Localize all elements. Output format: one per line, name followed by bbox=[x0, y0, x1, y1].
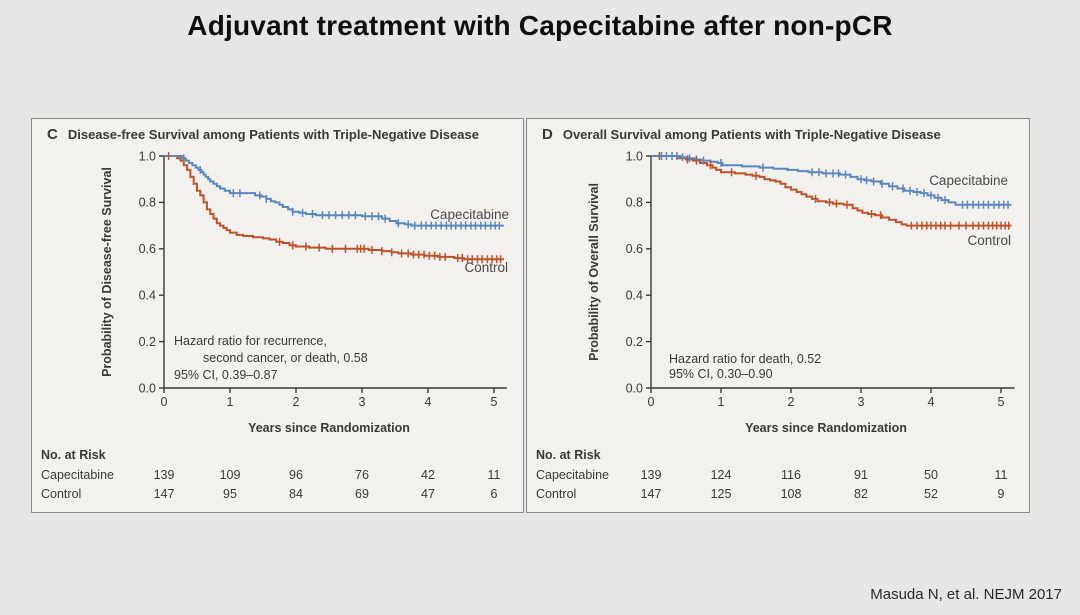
y-tick-label: 0.2 bbox=[139, 335, 156, 349]
risk-value: 84 bbox=[289, 487, 303, 501]
panel-d-letter: D bbox=[542, 126, 553, 143]
risk-value: 125 bbox=[711, 487, 732, 501]
y-tick-label: 1.0 bbox=[139, 149, 156, 163]
hazard-ratio-annotation-line: Hazard ratio for recurrence, bbox=[174, 334, 327, 348]
risk-value: 139 bbox=[154, 468, 175, 482]
slide-title: Adjuvant treatment with Capecitabine aft… bbox=[187, 10, 893, 41]
x-axis-title: Years since Randomization bbox=[248, 421, 410, 435]
risk-row-label: Capecitabine bbox=[41, 468, 114, 482]
risk-value: 124 bbox=[711, 468, 732, 482]
risk-row-label: Control bbox=[41, 487, 81, 501]
panel-disease-free-survival: C Disease-free Survival among Patients w… bbox=[31, 118, 524, 513]
y-tick-label: 0.8 bbox=[139, 196, 156, 210]
risk-value: 42 bbox=[421, 468, 435, 482]
x-tick-label: 2 bbox=[788, 395, 795, 409]
panel-c-header: C Disease-free Survival among Patients w… bbox=[32, 119, 523, 147]
panel-d-title: Overall Survival among Patients with Tri… bbox=[562, 127, 941, 142]
risk-value: 139 bbox=[641, 468, 662, 482]
risk-value: 82 bbox=[854, 487, 868, 501]
control-curve-label: Control bbox=[967, 233, 1011, 248]
risk-value: 6 bbox=[491, 487, 498, 501]
x-tick-label: 3 bbox=[359, 395, 366, 409]
control-curve bbox=[164, 155, 504, 261]
hazard-ratio-annotation-line: 95% CI, 0.30–0.90 bbox=[669, 367, 773, 381]
control-curve-label: Control bbox=[464, 260, 508, 275]
panel-overall-survival: D Overall Survival among Patients with T… bbox=[526, 118, 1030, 513]
hazard-ratio-annotation-line: Hazard ratio for death, 0.52 bbox=[669, 352, 821, 366]
hazard-ratio-annotation-line: 95% CI, 0.39–0.87 bbox=[174, 368, 278, 382]
risk-value: 147 bbox=[641, 487, 662, 501]
capecitabine-curve-label: Capecitabine bbox=[929, 173, 1008, 188]
risk-value: 108 bbox=[781, 487, 802, 501]
y-tick-label: 0.8 bbox=[626, 196, 643, 210]
x-tick-label: 4 bbox=[928, 395, 935, 409]
risk-value: 69 bbox=[355, 487, 369, 501]
control-curve bbox=[651, 155, 1012, 227]
risk-value: 147 bbox=[154, 487, 175, 501]
risk-table-heading: No. at Risk bbox=[41, 448, 106, 462]
risk-table: No. at Risk Capecitabine 139 124 116 91 50 11 Co… bbox=[536, 448, 1008, 501]
y-tick-label: 0.6 bbox=[626, 242, 643, 256]
x-tick-label: 3 bbox=[858, 395, 865, 409]
panel-c-title: Disease-free Survival among Patients wit… bbox=[67, 127, 479, 142]
y-tick-label: 0.2 bbox=[626, 335, 643, 349]
risk-value: 52 bbox=[924, 487, 938, 501]
y-axis-title: Probability of Disease-free Survival bbox=[100, 167, 114, 377]
x-tick-label: 5 bbox=[998, 395, 1005, 409]
y-tick-label: 0.4 bbox=[139, 289, 156, 303]
dfs-plot: 0.0 0.2 0.4 0.6 0.8 1.0 0 1 2 3 4 5 Probability of D… bbox=[41, 149, 509, 501]
risk-value: 116 bbox=[781, 468, 801, 482]
risk-value: 96 bbox=[289, 468, 303, 482]
panel-d-header: D Overall Survival among Patients with T… bbox=[527, 119, 1029, 147]
risk-value: 9 bbox=[998, 487, 1005, 501]
risk-row-label: Capecitabine bbox=[536, 468, 609, 482]
capecitabine-censor-marks bbox=[183, 154, 501, 230]
y-tick-label: 0.4 bbox=[626, 289, 643, 303]
risk-value: 47 bbox=[421, 487, 435, 501]
x-tick-label: 1 bbox=[718, 395, 725, 409]
x-tick-label: 4 bbox=[425, 395, 432, 409]
risk-value: 109 bbox=[220, 468, 241, 482]
panel-c-letter: C bbox=[47, 126, 58, 143]
x-tick-label: 2 bbox=[293, 395, 300, 409]
risk-value: 76 bbox=[355, 468, 369, 482]
control-censor-marks bbox=[167, 152, 502, 264]
risk-value: 91 bbox=[854, 468, 868, 482]
risk-table: No. at Risk Capecitabine 139 109 96 76 42 11 Con… bbox=[41, 448, 501, 501]
x-axis-title: Years since Randomization bbox=[745, 421, 907, 435]
capecitabine-curve bbox=[164, 155, 504, 227]
y-axis-title: Probability of Overall Survival bbox=[587, 183, 601, 361]
risk-row-label: Control bbox=[536, 487, 576, 501]
y-tick-label: 0.6 bbox=[139, 242, 156, 256]
x-tick-label: 1 bbox=[227, 395, 234, 409]
capecitabine-curve-label: Capecitabine bbox=[430, 207, 509, 222]
risk-value: 95 bbox=[223, 487, 237, 501]
os-kaplan-meier-chart: 0.0 0.2 0.4 0.6 0.8 1.0 0 1 2 3 4 5 Probability of O… bbox=[527, 147, 1029, 519]
x-tick-label: 0 bbox=[161, 395, 168, 409]
risk-table-heading: No. at Risk bbox=[536, 448, 601, 462]
control-censor-marks bbox=[658, 152, 1010, 230]
y-tick-label: 1.0 bbox=[626, 149, 643, 163]
dfs-kaplan-meier-chart: 0.0 0.2 0.4 0.6 0.8 1.0 0 1 2 3 4 5 Probability of D… bbox=[32, 147, 523, 519]
x-tick-label: 5 bbox=[491, 395, 498, 409]
risk-value: 11 bbox=[995, 468, 1008, 482]
os-plot: 0.0 0.2 0.4 0.6 0.8 1.0 0 1 2 3 4 5 Probability of O… bbox=[536, 149, 1015, 501]
citation: Masuda N, et al. NEJM 2017 bbox=[870, 586, 1062, 603]
capecitabine-censor-marks bbox=[660, 152, 1009, 209]
x-tick-label: 0 bbox=[648, 395, 655, 409]
y-tick-label: 0.0 bbox=[626, 381, 643, 395]
hazard-ratio-annotation-line: second cancer, or death, 0.58 bbox=[203, 351, 368, 365]
risk-value: 50 bbox=[924, 468, 938, 482]
y-tick-label: 0.0 bbox=[139, 381, 156, 395]
risk-value: 11 bbox=[488, 468, 501, 482]
